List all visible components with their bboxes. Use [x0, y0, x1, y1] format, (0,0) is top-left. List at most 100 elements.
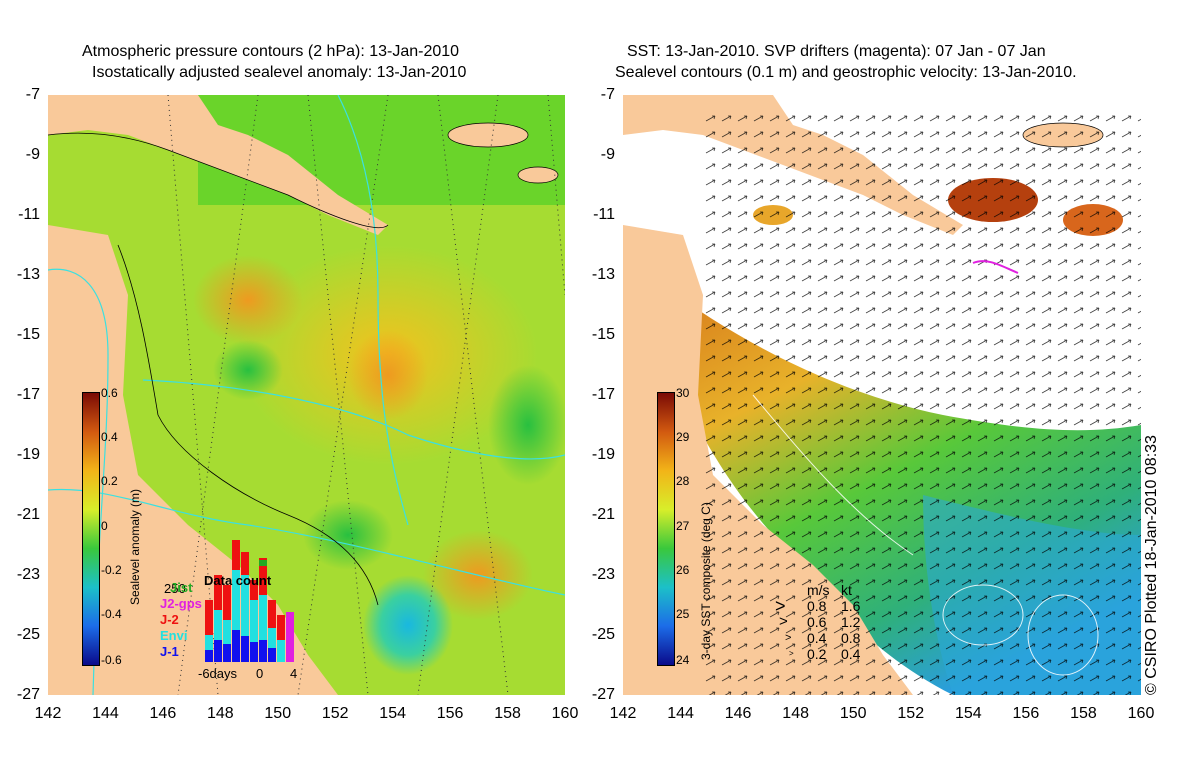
- inset-xtick: -6days: [198, 666, 238, 681]
- speed-legend-header-kt: kt: [841, 582, 852, 598]
- data-count-inset: [205, 540, 295, 662]
- x-tick-label: 158: [1070, 705, 1097, 722]
- y-tick-label: -23: [591, 566, 615, 583]
- x-tick-label: 154: [954, 705, 982, 722]
- x-tick-label: 160: [1127, 705, 1155, 722]
- arrow-icon: >: [785, 632, 792, 644]
- legend-item-j1: J-1: [160, 644, 179, 659]
- right-colorbar-tick: 27: [676, 519, 690, 533]
- right-title-line1: SST: 13-Jan-2010. SVP drifters (magenta)…: [627, 43, 1046, 60]
- y-tick-label: -17: [591, 386, 615, 403]
- anomaly-low: [488, 365, 565, 485]
- inset-title: Data count: [204, 573, 272, 588]
- left-colorbar-tick: 0.6: [101, 386, 118, 400]
- legend-item-j2-gps: J2-gps: [160, 596, 202, 611]
- arrow-icon: >: [779, 613, 788, 630]
- left-colorbar: [82, 392, 100, 666]
- bathymetry-contour: [48, 132, 389, 606]
- land-png: [48, 95, 388, 235]
- speed-legend: m/s kt >0.8 1.6 >0.6 1.2 >0.4 0.8 >0.2 0.4: [775, 582, 875, 662]
- x-tick-label: 160: [551, 705, 579, 722]
- x-tick-label: 146: [149, 705, 177, 722]
- x-tick-label: 156: [436, 705, 464, 722]
- y-tick-label: -7: [600, 86, 615, 103]
- drifter-track: [972, 260, 1019, 274]
- right-map: [623, 95, 1141, 695]
- y-tick-label: -11: [18, 206, 40, 223]
- sealevel-contours: [752, 394, 1099, 676]
- left-colorbar-tick: -0.6: [101, 653, 122, 667]
- right-colorbar-label: 3-day SST composite (deg C): [699, 502, 713, 660]
- x-tick-label: 144: [667, 705, 694, 722]
- x-tick-label: 142: [609, 705, 637, 722]
- right-colorbar-tick: 29: [676, 430, 690, 444]
- left-colorbar-tick: 0.2: [101, 474, 118, 488]
- pressure-contours: [48, 95, 565, 695]
- x-tick-label: 142: [34, 705, 62, 722]
- velocity-arrows: [703, 115, 1141, 695]
- y-tick-label: -17: [16, 386, 40, 403]
- inset-xtick: 4: [290, 666, 298, 681]
- speed-legend-ms: 0.2: [807, 646, 827, 662]
- x-tick-label: 154: [379, 705, 406, 722]
- anomaly-low: [303, 500, 393, 570]
- left-title-line1: Atmospheric pressure contours (2 hPa): 1…: [82, 43, 460, 60]
- right-colorbar: [657, 392, 675, 666]
- legend-item-jist: Jist: [170, 580, 193, 595]
- x-tick-label: 148: [782, 705, 809, 722]
- anomaly-low: [213, 340, 283, 400]
- inset-legend: Jist J2-gps J-2 Envi J-1: [160, 580, 202, 660]
- x-tick-label: 152: [321, 705, 349, 722]
- land-island: [447, 122, 529, 148]
- arrow-icon: >: [775, 596, 786, 616]
- legend-item-j2: J-2: [160, 612, 179, 627]
- arrow-icon: >: [789, 649, 794, 658]
- right-colorbar-tick: 24: [676, 653, 690, 667]
- speed-legend-ms: 0.6: [807, 614, 827, 630]
- land-island: [517, 166, 559, 184]
- right-colorbar-tick: 25: [676, 607, 690, 621]
- x-tick-label: 152: [897, 705, 925, 722]
- left-title-line2: Isostatically adjusted sealevel anomaly:…: [92, 64, 467, 81]
- x-tick-label: 148: [206, 705, 234, 722]
- y-tick-label: -25: [16, 626, 40, 643]
- y-tick-label: -27: [16, 686, 40, 703]
- y-tick-label: -7: [25, 86, 40, 103]
- speed-legend-kt: 0.8: [841, 630, 861, 646]
- x-tick-label: 150: [264, 705, 292, 722]
- x-tick-label: 144: [92, 705, 119, 722]
- anomaly-low: [363, 575, 453, 675]
- left-colorbar-tick: 0.4: [101, 430, 118, 444]
- left-colorbar-label: Sealevel anomaly (m): [128, 488, 142, 605]
- y-tick-label: -11: [593, 206, 615, 223]
- land-australia: [48, 225, 338, 695]
- y-tick-label: -13: [16, 266, 40, 283]
- right-colorbar-tick: 26: [676, 563, 690, 577]
- inset-xtick: 0: [256, 666, 264, 681]
- left-colorbar-tick: -0.2: [101, 563, 122, 577]
- land-australia: [623, 225, 913, 695]
- y-tick-label: -13: [591, 266, 615, 283]
- anomaly-high: [348, 330, 428, 420]
- anomaly-high: [193, 255, 303, 345]
- inset-max-label: 250: [164, 581, 186, 596]
- legend-item-envi: Envi: [160, 628, 188, 643]
- y-tick-label: -27: [591, 686, 615, 703]
- x-tick-label: 158: [494, 705, 521, 722]
- y-tick-label: -15: [591, 326, 615, 343]
- speed-legend-ms: 0.4: [807, 630, 827, 646]
- right-colorbar-tick: 28: [676, 474, 690, 488]
- histogram-bars: [205, 540, 294, 662]
- satellite-tracks: [167, 95, 565, 695]
- y-tick-label: -23: [16, 566, 40, 583]
- left-colorbar-tick: -0.4: [101, 607, 122, 621]
- y-tick-label: -9: [25, 146, 40, 163]
- right-colorbar-tick: 30: [676, 386, 690, 400]
- y-tick-label: -21: [16, 506, 40, 523]
- x-tick-label: 146: [724, 705, 752, 722]
- x-tick-label: 156: [1012, 705, 1040, 722]
- right-title-line2: Sealevel contours (0.1 m) and geostrophi…: [615, 64, 1077, 81]
- y-tick-label: -25: [591, 626, 615, 643]
- speed-legend-header-ms: m/s: [807, 582, 830, 598]
- y-tick-label: -9: [600, 146, 615, 163]
